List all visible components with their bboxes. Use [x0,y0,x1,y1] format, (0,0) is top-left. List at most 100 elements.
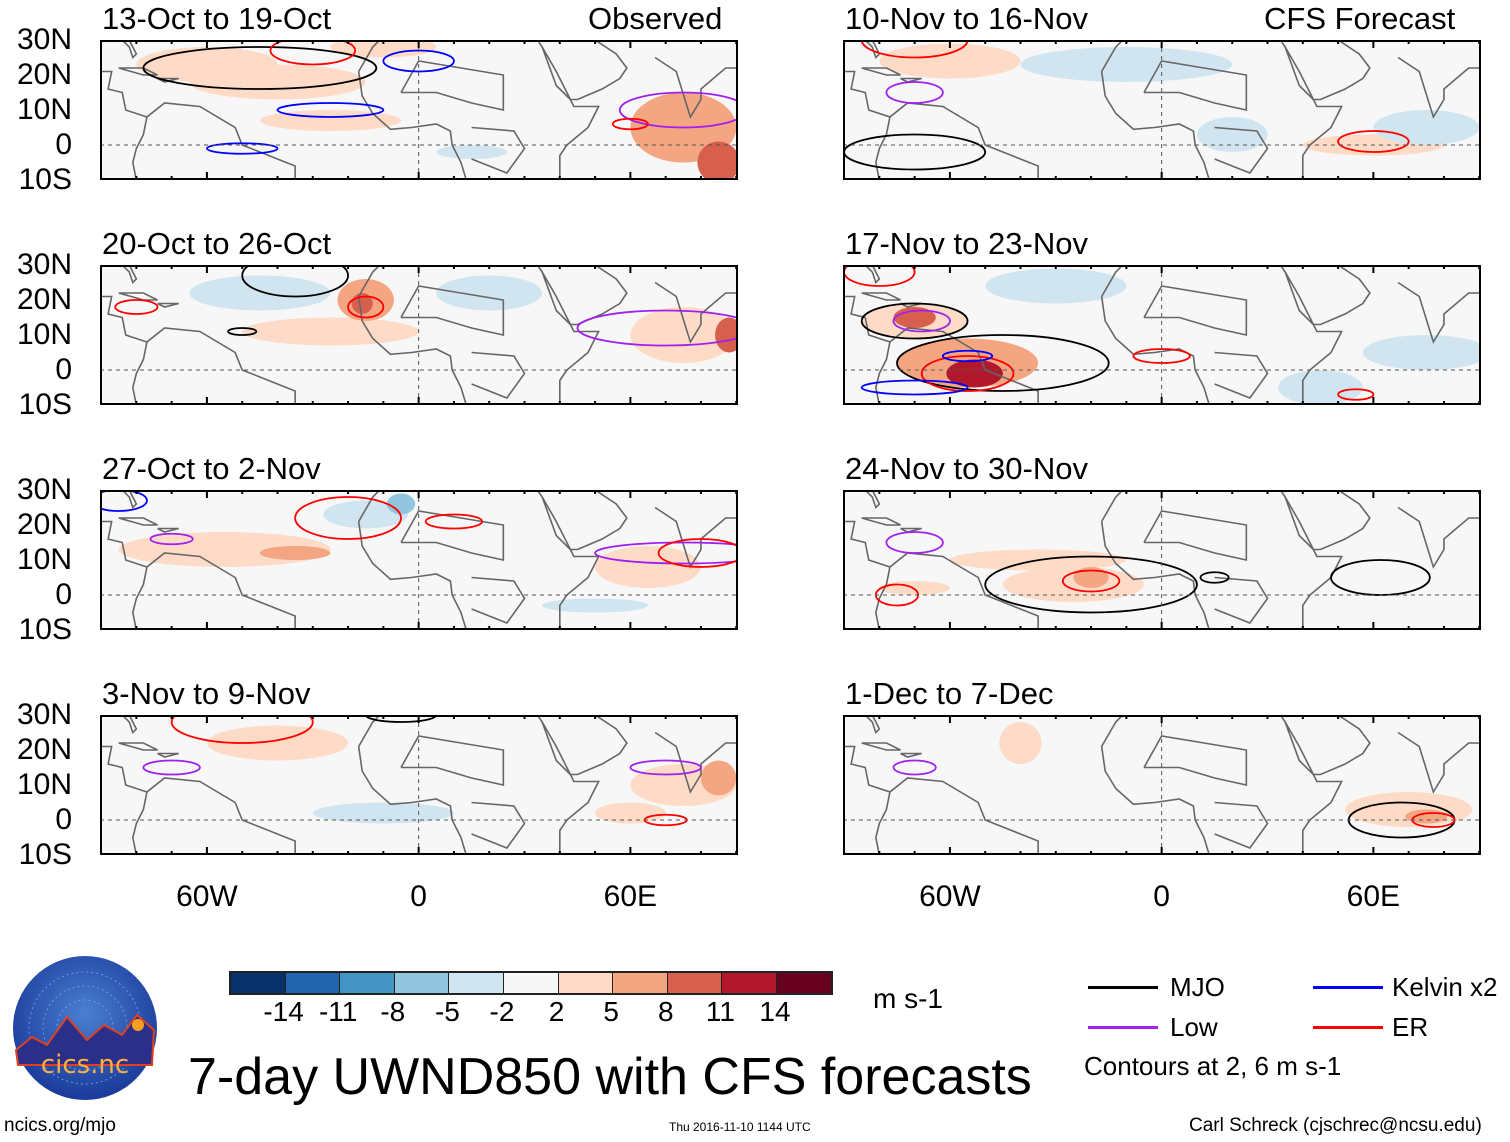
wave-contour [892,759,937,776]
coastline [1279,40,1343,180]
coastline [357,40,381,72]
coastline [1143,735,1248,786]
coastline [157,77,179,83]
wind-anomaly-shading [189,64,366,100]
colorbar-tick-label: -14 [263,996,304,1027]
wind-anomaly-shading [1020,47,1233,82]
coastline [1284,40,1371,101]
wave-contour [892,309,951,333]
coastline [157,752,179,758]
wind-anomaly-shading [595,802,666,824]
coastline [1100,71,1211,180]
wind-anomaly-shading [1196,117,1268,152]
lat-label: 30N [16,698,72,731]
wind-anomaly-shading [436,275,543,311]
wind-anomaly-shading [1373,110,1480,145]
map-frame [100,265,738,405]
wave-contour [885,81,944,104]
lat-label: 10N [16,768,72,801]
coastline [357,296,468,405]
panel-title: 13-Oct to 19-Oct [102,1,332,36]
coastline [536,265,600,405]
map-frame [843,265,1481,405]
coastline [1100,521,1211,630]
map-frame [843,490,1481,630]
colorbar [229,971,833,995]
wave-contour [860,302,969,340]
panel-title: 27-Oct to 2-Nov [102,451,321,486]
colorbar-tick-label: 14 [759,996,791,1027]
wind-anomaly-shading [386,493,416,515]
wind-anomaly-shading [1002,567,1145,602]
colorbar-swatch [231,973,286,993]
panel-title: 17-Nov to 23-Nov [845,226,1088,261]
coastline [536,40,600,180]
colorbar-tick-label: -11 [318,996,358,1027]
coastline [357,490,381,522]
wind-anomaly-shading [595,546,701,588]
wind-anomaly-shading [630,307,737,363]
coastline [357,715,381,747]
coastline [541,265,628,326]
wind-anomaly-shading [946,359,1003,388]
coastline [1279,715,1343,855]
coastline [471,576,526,624]
coastline [131,777,296,855]
colorbar-tick-label: 2 [548,996,565,1027]
coastline [874,777,1039,855]
colorbar-swatch [558,973,614,993]
coastline [471,126,526,174]
map-panel [843,265,1481,405]
lon-label: 0 [410,880,427,913]
wind-anomaly-shading [879,581,950,595]
lat-label: 0 [55,803,72,836]
coastline [654,731,738,794]
coastline [1284,265,1371,326]
wave-contour [114,299,159,315]
wave-contour [241,265,349,298]
legend-er-line [1313,1026,1383,1029]
lat-label: 0 [55,128,72,161]
wind-anomaly-shading [312,802,454,824]
lat-label: 20N [16,508,72,541]
legend-kelvin-line [1313,986,1383,989]
coastline [1100,490,1124,522]
wind-anomaly-shading [985,268,1127,304]
coastline [541,715,628,776]
wave-contour [1337,388,1375,401]
coastline [861,517,901,526]
coastline [357,746,468,855]
observed-label: Observed [588,1,723,36]
wave-contour [269,40,357,66]
coastline [654,56,738,119]
footer-url[interactable]: ncics.org/mjo [4,1115,116,1136]
wave-contour [594,541,738,565]
legend-low-line [1088,1026,1158,1029]
wave-contour [1199,571,1230,584]
coastline [1214,126,1269,174]
coastline [541,490,628,551]
wave-contour [142,759,201,776]
colorbar-tick-label: 11 [705,996,735,1027]
lon-label: 60W [919,880,981,913]
coastline [400,510,505,561]
coastline [900,527,922,533]
coastline [400,285,505,336]
coastline [864,715,881,734]
wave-contour [206,142,279,155]
figure-title: 7-day UWND850 with CFS forecasts [188,1048,1032,1106]
legend-mjo-line [1088,986,1158,989]
wave-contour [1061,569,1121,593]
coastline [1143,510,1248,561]
coastline [471,801,526,849]
map-panel [100,490,738,630]
lat-label: 20N [16,283,72,316]
coastline [118,292,158,301]
legend-er-label: ER [1392,1012,1429,1042]
lat-label: 10N [16,93,72,126]
map-panel [100,40,738,180]
coastline [861,292,901,301]
colorbar-swatch [722,973,777,993]
wind-anomaly-shading [259,546,331,560]
wind-anomaly-shading [1405,809,1448,824]
